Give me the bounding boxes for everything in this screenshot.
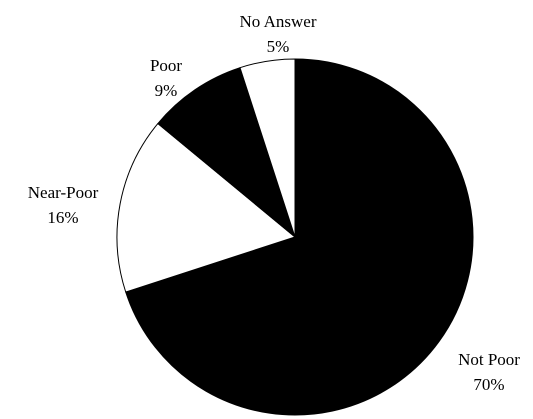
slice-label-not-poor: Not Poor [458, 350, 520, 369]
pie-slice-poor [157, 67, 296, 238]
pie-slice-no-answer [239, 58, 296, 238]
slice-label-near-poor: Near-Poor [28, 183, 99, 202]
pie-slice-near-poor [116, 123, 296, 293]
pie-slices [116, 58, 474, 416]
slice-value-not-poor: 70% [473, 375, 504, 394]
slice-label-no-answer: No Answer [240, 12, 317, 31]
slice-value-no-answer: 5% [267, 37, 290, 56]
slice-value-poor: 9% [155, 81, 178, 100]
slice-label-poor: Poor [150, 56, 182, 75]
slice-value-near-poor: 16% [47, 208, 78, 227]
pie-slice-not-poor [125, 58, 474, 416]
